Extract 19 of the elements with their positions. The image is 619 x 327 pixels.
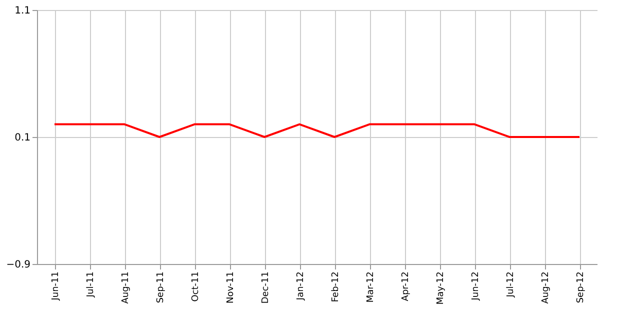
- y-tick-label: 1.1: [14, 6, 30, 16]
- x-tick-label: Aug-12: [541, 272, 551, 304]
- x-tick-label: Aug-11: [121, 272, 131, 304]
- x-tick-label: Sep-11: [156, 272, 166, 304]
- x-tick-label: Feb-12: [331, 272, 341, 302]
- x-tick-label: Jun-11: [51, 272, 61, 302]
- y-tick-label: 0.1: [14, 132, 30, 144]
- x-tick-label: Nov-11: [226, 272, 236, 304]
- x-tick-label: Mar-12: [366, 272, 376, 303]
- x-tick-label: Oct-11: [191, 272, 201, 302]
- x-tick-label: Jul-12: [506, 272, 516, 298]
- x-tick-label: Dec-11: [261, 272, 271, 304]
- x-tick-label: Jan-12: [296, 272, 306, 302]
- x-tick-label: Jul-11: [86, 272, 96, 298]
- x-tick-label: Jun-12: [471, 272, 481, 302]
- x-tick-label: Apr-12: [401, 272, 411, 302]
- x-tick-label: May-12: [436, 272, 446, 305]
- y-tick-label: −0.9: [6, 260, 30, 270]
- x-tick-label: Sep-12: [576, 272, 586, 304]
